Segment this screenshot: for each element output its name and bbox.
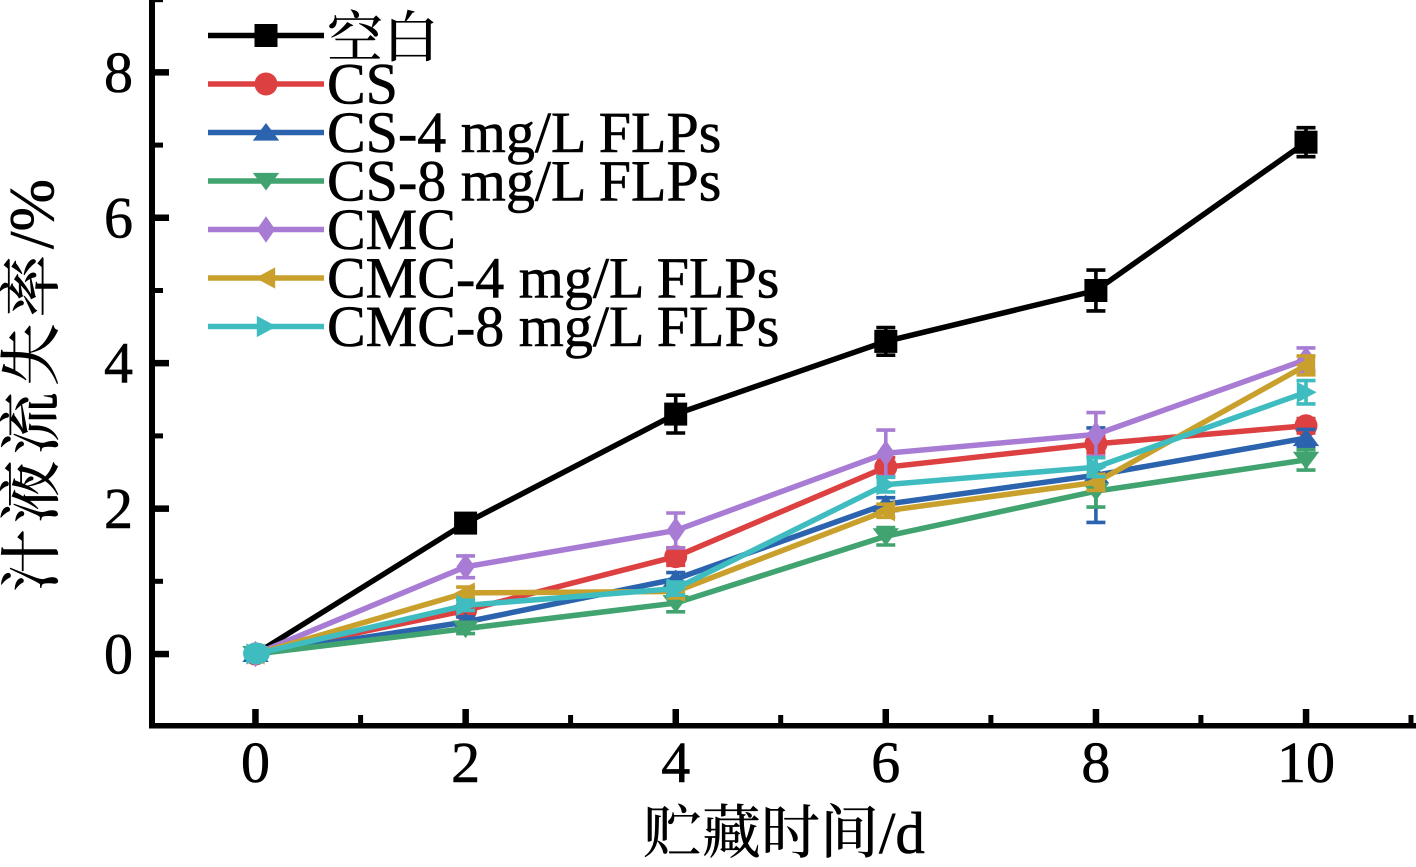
svg-text:8: 8 — [1081, 730, 1110, 795]
svg-text:6: 6 — [871, 730, 900, 795]
svg-text:CS-4 mg/L FLPs: CS-4 mg/L FLPs — [327, 100, 721, 165]
svg-text:0: 0 — [241, 730, 270, 795]
svg-text:CS-8 mg/L FLPs: CS-8 mg/L FLPs — [327, 149, 721, 214]
svg-text:6: 6 — [104, 185, 133, 250]
svg-text:8: 8 — [104, 40, 133, 105]
svg-text:CMC: CMC — [327, 197, 456, 262]
svg-text:0: 0 — [104, 622, 133, 687]
svg-text:2: 2 — [451, 730, 480, 795]
svg-text:CS: CS — [327, 52, 398, 117]
svg-text:CMC-4 mg/L FLPs: CMC-4 mg/L FLPs — [327, 246, 779, 311]
svg-text:2: 2 — [104, 476, 133, 541]
svg-text:4: 4 — [661, 730, 690, 795]
svg-text:/%: /% — [0, 179, 67, 249]
svg-text:4: 4 — [104, 331, 133, 396]
svg-text:CMC-8 mg/L FLPs: CMC-8 mg/L FLPs — [327, 294, 779, 359]
svg-text:/d: /d — [879, 800, 925, 866]
svg-text:10: 10 — [1277, 730, 1335, 795]
